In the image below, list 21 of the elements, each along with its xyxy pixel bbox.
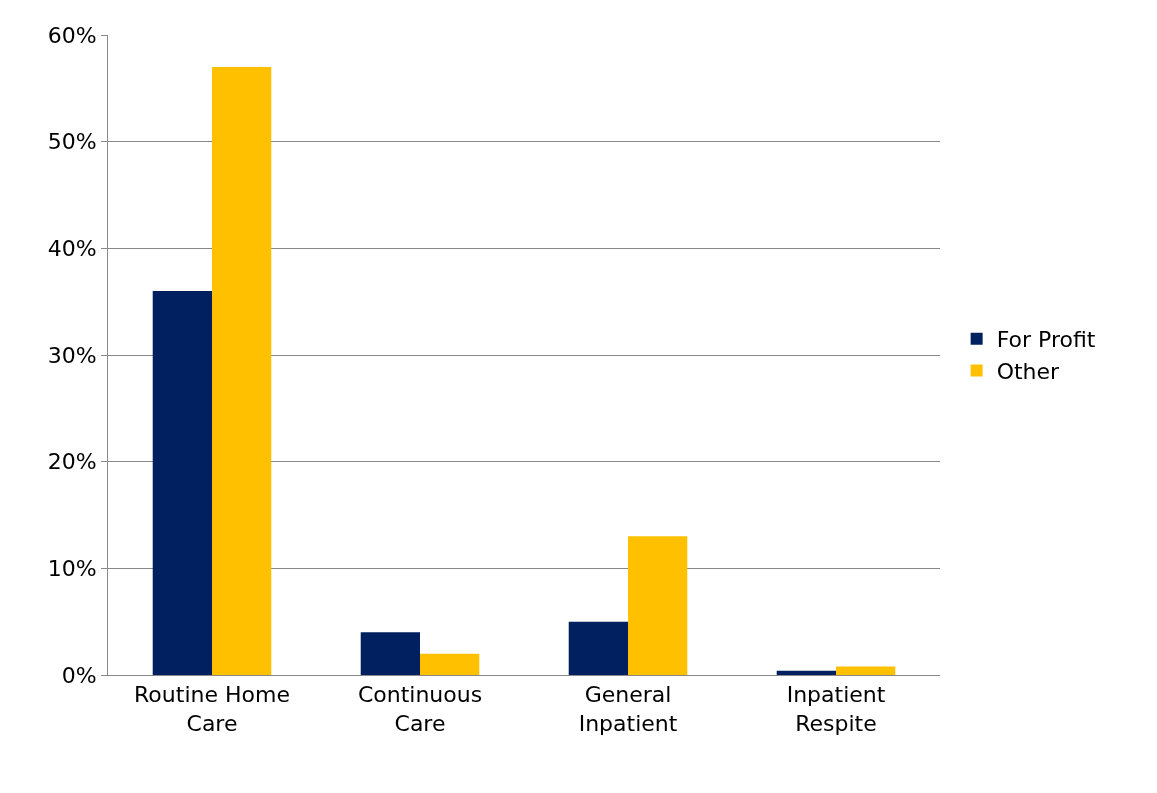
legend-label: For Profit — [996, 327, 1096, 353]
legend-label: Other — [996, 358, 1061, 384]
bar — [420, 653, 480, 675]
bar — [836, 666, 896, 675]
x-tick-label: General Inpatient — [578, 682, 678, 736]
y-tick-label: 0% — [61, 662, 97, 688]
y-tick-label: 30% — [47, 342, 97, 368]
bar — [628, 536, 688, 675]
x-tick-label: Continuous Care — [357, 682, 483, 736]
bar — [152, 291, 212, 675]
x-tick-label: Inpatient Respite — [786, 682, 886, 736]
bar — [568, 621, 628, 675]
bar — [776, 670, 836, 675]
y-tick-label: 20% — [47, 449, 97, 475]
bar — [360, 632, 420, 675]
x-tick-label: Routine Home Care — [134, 682, 290, 736]
y-tick-label: 10% — [47, 556, 97, 582]
y-tick-label: 60% — [47, 22, 97, 48]
bar — [212, 67, 272, 675]
y-tick-label: 50% — [47, 129, 97, 155]
y-tick-label: 40% — [47, 236, 97, 262]
